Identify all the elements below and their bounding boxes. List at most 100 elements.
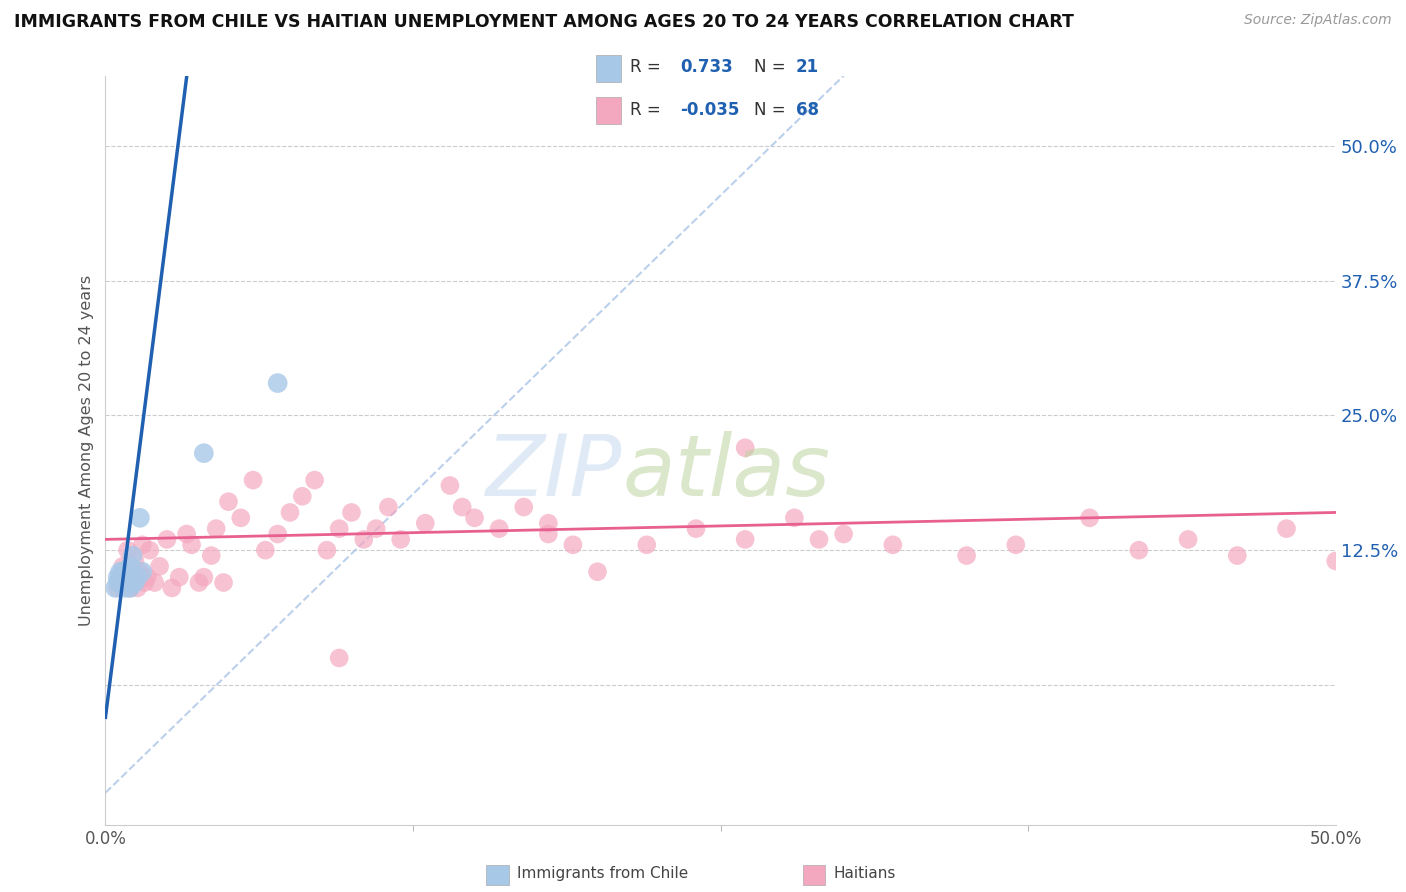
Point bbox=[328, 522, 350, 536]
Point bbox=[562, 538, 585, 552]
Point bbox=[107, 575, 129, 590]
FancyBboxPatch shape bbox=[596, 55, 621, 82]
Point bbox=[267, 527, 290, 541]
Text: ZIP: ZIP bbox=[486, 432, 621, 515]
Point bbox=[156, 533, 179, 547]
Point bbox=[1324, 554, 1347, 568]
Point bbox=[229, 511, 252, 525]
Point bbox=[138, 543, 162, 558]
Point bbox=[134, 575, 156, 590]
Point bbox=[131, 565, 153, 579]
Y-axis label: Unemployment Among Ages 20 to 24 years: Unemployment Among Ages 20 to 24 years bbox=[79, 275, 94, 626]
Point bbox=[129, 565, 152, 579]
Point bbox=[537, 527, 560, 541]
Point bbox=[537, 516, 560, 531]
Text: 68: 68 bbox=[796, 101, 818, 119]
Text: 0.733: 0.733 bbox=[681, 58, 734, 76]
Text: Source: ZipAtlas.com: Source: ZipAtlas.com bbox=[1244, 13, 1392, 28]
FancyBboxPatch shape bbox=[596, 96, 621, 124]
Point bbox=[124, 554, 146, 568]
Point bbox=[117, 543, 139, 558]
Point bbox=[415, 516, 437, 531]
Point bbox=[340, 505, 363, 519]
Text: N =: N = bbox=[754, 101, 785, 119]
Text: R =: R = bbox=[630, 58, 661, 76]
Point bbox=[956, 549, 979, 563]
Point bbox=[464, 511, 486, 525]
Point bbox=[127, 581, 149, 595]
Point bbox=[121, 570, 143, 584]
Point bbox=[451, 500, 474, 514]
Point bbox=[586, 565, 609, 579]
Point bbox=[353, 533, 375, 547]
Point bbox=[205, 522, 228, 536]
Point bbox=[328, 651, 350, 665]
Point bbox=[193, 446, 215, 460]
Text: Haitians: Haitians bbox=[834, 866, 896, 881]
Text: 21: 21 bbox=[796, 58, 818, 76]
Point bbox=[1275, 522, 1298, 536]
Point bbox=[513, 500, 536, 514]
Point bbox=[114, 575, 136, 590]
Point bbox=[366, 522, 388, 536]
Point bbox=[104, 581, 127, 595]
Point bbox=[734, 533, 756, 547]
Point bbox=[121, 549, 143, 563]
Point bbox=[117, 575, 139, 590]
Point bbox=[200, 549, 222, 563]
Point bbox=[807, 533, 830, 547]
Point bbox=[1128, 543, 1150, 558]
Point bbox=[107, 570, 129, 584]
Text: R =: R = bbox=[630, 101, 661, 119]
Point bbox=[107, 581, 129, 595]
Point bbox=[377, 500, 399, 514]
Point bbox=[267, 376, 290, 390]
Point bbox=[291, 489, 314, 503]
Point bbox=[1004, 538, 1026, 552]
Point bbox=[488, 522, 510, 536]
Point bbox=[111, 559, 134, 574]
Point bbox=[685, 522, 707, 536]
Text: N =: N = bbox=[754, 58, 785, 76]
Point bbox=[1226, 549, 1249, 563]
FancyBboxPatch shape bbox=[803, 865, 825, 885]
Point bbox=[636, 538, 658, 552]
Text: Immigrants from Chile: Immigrants from Chile bbox=[517, 866, 689, 881]
Text: IMMIGRANTS FROM CHILE VS HAITIAN UNEMPLOYMENT AMONG AGES 20 TO 24 YEARS CORRELAT: IMMIGRANTS FROM CHILE VS HAITIAN UNEMPLO… bbox=[14, 13, 1074, 31]
Point bbox=[1078, 511, 1101, 525]
Point bbox=[180, 538, 202, 552]
Point bbox=[127, 570, 149, 584]
Point bbox=[114, 570, 136, 584]
Point bbox=[110, 570, 132, 584]
Point bbox=[176, 527, 198, 541]
Point bbox=[160, 581, 183, 595]
Point bbox=[136, 570, 159, 584]
FancyBboxPatch shape bbox=[486, 865, 509, 885]
Point bbox=[439, 478, 461, 492]
Point bbox=[111, 575, 134, 590]
Point bbox=[129, 511, 152, 525]
Point bbox=[278, 505, 301, 519]
Point bbox=[193, 570, 215, 584]
Point bbox=[218, 494, 240, 508]
Point bbox=[124, 575, 146, 590]
Point bbox=[783, 511, 806, 525]
Point bbox=[389, 533, 412, 547]
Point bbox=[188, 575, 211, 590]
Point bbox=[254, 543, 277, 558]
Text: -0.035: -0.035 bbox=[681, 101, 740, 119]
Point bbox=[169, 570, 191, 584]
Point bbox=[131, 538, 153, 552]
Point bbox=[120, 581, 141, 595]
Point bbox=[110, 565, 132, 579]
Point bbox=[832, 527, 855, 541]
Point bbox=[149, 559, 172, 574]
Point bbox=[111, 565, 134, 579]
Text: atlas: atlas bbox=[621, 432, 830, 515]
Point bbox=[117, 565, 139, 579]
Point bbox=[143, 575, 166, 590]
Point bbox=[1177, 533, 1199, 547]
Point bbox=[882, 538, 904, 552]
Point bbox=[212, 575, 235, 590]
Point bbox=[120, 581, 141, 595]
